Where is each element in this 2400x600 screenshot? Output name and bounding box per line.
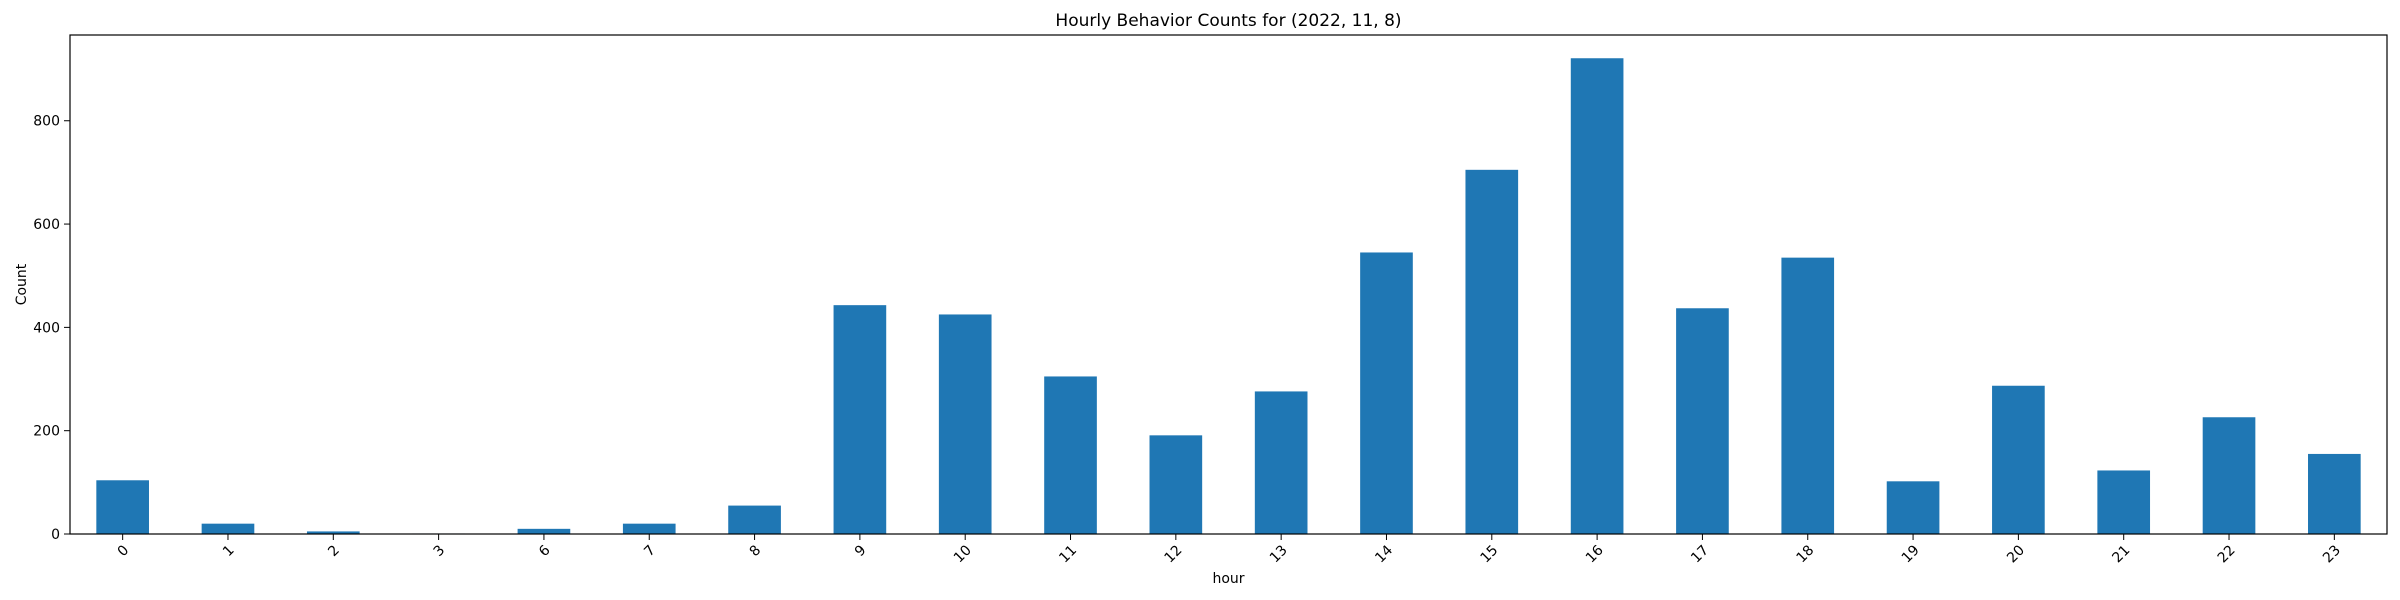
x-axis: 0 1 2 3 6 7 8 9 10 11 12 13 14 15 16 17 18 19 20 21 22 23 (115, 534, 2344, 566)
bar-hour-16 (1570, 58, 1624, 535)
bar-hour-0 (96, 480, 149, 534)
y-tick-label: 400 (33, 320, 60, 336)
x-tick-label: 3 (431, 542, 449, 560)
x-tick-label: 1 (220, 542, 238, 560)
y-tick-label: 200 (33, 424, 60, 440)
bar-hour-18 (1781, 257, 1835, 534)
x-tick-label: 11 (1056, 542, 1080, 566)
y-tick-label: 800 (33, 114, 60, 130)
bar-hour-9 (833, 305, 887, 534)
x-tick-label: 9 (852, 542, 870, 560)
bar-hour-12 (1149, 435, 1203, 534)
bar-hour-8 (728, 505, 781, 534)
bar-hour-1 (201, 523, 255, 534)
x-tick-label: 15 (1478, 542, 1502, 566)
bar-hour-19 (1886, 481, 1940, 534)
chart-title: Hourly Behavior Counts for (2022, 11, 8) (1055, 11, 1401, 31)
y-axis-label: Count (14, 263, 30, 305)
x-tick-label: 8 (747, 542, 765, 560)
bar-hour-21 (2097, 470, 2151, 534)
x-tick-label: 0 (115, 542, 133, 560)
x-tick-label: 22 (2215, 542, 2239, 566)
bar-hour-2 (306, 531, 360, 534)
bar-hour-15 (1465, 169, 1519, 534)
x-tick-label: 16 (1583, 542, 1607, 566)
x-tick-label: 19 (1899, 542, 1923, 566)
bar-hour-17 (1676, 308, 1729, 534)
bar-hour-13 (1254, 391, 1308, 534)
bar-hour-23 (2308, 453, 2361, 534)
x-tick-label: 2 (325, 542, 343, 560)
x-tick-label: 14 (1372, 542, 1396, 566)
y-axis: 0 200 400 600 800 (33, 114, 70, 543)
x-tick-label: 18 (1793, 542, 1817, 566)
x-tick-label: 23 (2320, 542, 2344, 566)
bar-hour-7 (622, 523, 676, 534)
x-tick-label: 10 (951, 542, 975, 566)
x-tick-label: 21 (2109, 542, 2133, 566)
x-tick-label: 17 (1688, 542, 1712, 566)
y-tick-label: 0 (51, 527, 60, 543)
x-tick-label: 12 (1162, 542, 1186, 566)
bar-hour-22 (2202, 417, 2256, 534)
plot-frame (69, 34, 2388, 535)
x-tick-label: 13 (1267, 542, 1291, 566)
x-tick-label: 7 (641, 542, 659, 560)
y-tick-label: 600 (33, 217, 60, 233)
x-tick-label: 20 (2004, 542, 2028, 566)
bar-hour-20 (1992, 385, 2045, 534)
x-axis-label: hour (1212, 571, 1244, 587)
bar-hour-6 (517, 528, 571, 534)
bar-hour-11 (1044, 376, 1097, 534)
bars-group (96, 58, 2361, 535)
x-tick-label: 6 (536, 542, 554, 560)
bar-hour-10 (938, 314, 992, 534)
bar-hour-14 (1360, 252, 1413, 534)
